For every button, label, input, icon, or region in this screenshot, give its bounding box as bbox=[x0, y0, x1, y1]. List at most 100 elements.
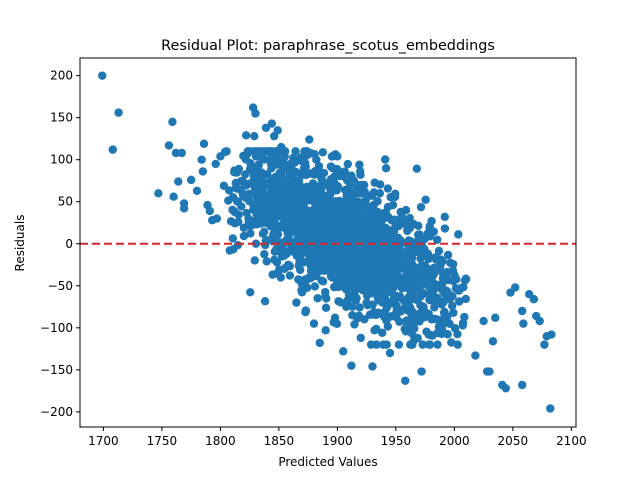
scatter-point bbox=[424, 330, 433, 339]
scatter-point bbox=[315, 338, 325, 348]
scatter-point bbox=[342, 298, 351, 307]
scatter-point bbox=[269, 229, 278, 238]
scatter-point bbox=[302, 182, 312, 192]
scatter-point bbox=[395, 317, 404, 326]
scatter-point bbox=[309, 209, 319, 218]
scatter-point bbox=[335, 207, 344, 217]
scatter-point bbox=[333, 235, 342, 244]
scatter-point bbox=[362, 273, 371, 283]
scatter-point bbox=[443, 250, 453, 260]
scatter-point bbox=[325, 177, 334, 187]
scatter-point bbox=[304, 273, 314, 282]
scatter-point bbox=[370, 326, 379, 335]
scatter-point bbox=[311, 193, 320, 202]
scatter-point bbox=[412, 164, 422, 173]
scatter-point bbox=[273, 126, 282, 135]
scatter-point bbox=[297, 279, 306, 288]
scatter-point bbox=[295, 216, 305, 226]
scatter-point bbox=[246, 161, 256, 170]
scatter-point bbox=[298, 233, 308, 242]
scatter-point bbox=[402, 220, 411, 230]
scatter-point bbox=[114, 108, 123, 117]
scatter-point bbox=[286, 159, 295, 169]
scatter-point bbox=[416, 202, 426, 212]
scatter-point bbox=[284, 260, 293, 269]
scatter-point bbox=[402, 320, 412, 330]
scatter-point bbox=[432, 235, 442, 244]
scatter-point bbox=[258, 229, 268, 238]
scatter-point bbox=[394, 340, 404, 349]
scatter-point bbox=[302, 240, 311, 250]
scatter-point bbox=[355, 167, 365, 176]
scatter-point bbox=[355, 303, 364, 312]
scatter-point bbox=[397, 251, 406, 260]
chart-title: Residual Plot: paraphrase_scotus_embeddi… bbox=[161, 38, 495, 54]
scatter-point bbox=[246, 179, 255, 188]
scatter-point bbox=[250, 256, 259, 265]
scatter-point bbox=[297, 200, 306, 210]
scatter-point bbox=[389, 311, 399, 320]
scatter-point bbox=[197, 155, 206, 164]
scatter-point bbox=[379, 245, 388, 255]
scatter-point bbox=[333, 214, 343, 223]
scatter-point bbox=[305, 135, 314, 144]
scatter-point bbox=[424, 254, 433, 264]
x-tick-label: 1800 bbox=[205, 434, 236, 448]
scatter-point bbox=[328, 163, 337, 173]
scatter-point bbox=[381, 163, 391, 173]
scatter-point bbox=[278, 247, 287, 256]
scatter-point bbox=[321, 226, 330, 235]
scatter-point bbox=[349, 232, 359, 241]
scatter-point bbox=[453, 329, 462, 339]
scatter-point bbox=[337, 168, 346, 177]
scatter-point bbox=[339, 347, 348, 356]
scatter-point bbox=[432, 315, 441, 324]
scatter-point bbox=[168, 117, 177, 127]
scatter-point bbox=[377, 216, 386, 226]
scatter-point bbox=[424, 340, 434, 349]
scatter-point bbox=[485, 367, 494, 376]
scatter-point bbox=[355, 223, 365, 233]
scatter-point bbox=[356, 281, 365, 290]
scatter-point bbox=[254, 218, 263, 227]
scatter-point bbox=[312, 155, 321, 164]
scatter-point bbox=[285, 171, 294, 181]
scatter-point bbox=[388, 298, 398, 307]
scatter-point bbox=[251, 239, 261, 248]
scatter-point bbox=[417, 367, 426, 376]
scatter-point bbox=[368, 256, 377, 265]
scatter-point bbox=[369, 234, 379, 243]
x-tick-label: 1700 bbox=[88, 434, 119, 448]
scatter-point bbox=[488, 337, 498, 346]
x-tick-label: 2100 bbox=[556, 434, 587, 448]
scatter-point bbox=[291, 147, 300, 156]
scatter-point bbox=[391, 222, 400, 231]
scatter-point bbox=[280, 219, 290, 228]
scatter-point bbox=[234, 217, 243, 227]
scatter-point bbox=[351, 296, 361, 305]
scatter-point bbox=[277, 169, 286, 178]
scatter-point bbox=[295, 223, 305, 233]
scatter-point bbox=[546, 404, 555, 413]
scatter-point bbox=[379, 285, 389, 295]
scatter-point bbox=[341, 266, 351, 275]
scatter-point bbox=[403, 273, 412, 283]
scatter-point bbox=[98, 71, 107, 80]
scatter-point bbox=[268, 270, 277, 279]
scatter-point bbox=[409, 285, 419, 295]
scatter-point bbox=[343, 202, 352, 211]
scatter-point bbox=[540, 340, 549, 349]
scatter-point bbox=[403, 284, 412, 293]
x-tick-label: 2050 bbox=[498, 434, 529, 448]
scatter-point bbox=[413, 230, 423, 239]
scatter-point bbox=[246, 221, 255, 231]
scatter-point bbox=[353, 208, 362, 218]
scatter-point bbox=[318, 148, 328, 157]
scatter-point bbox=[261, 218, 271, 228]
scatter-point bbox=[437, 280, 447, 290]
scatter-point bbox=[367, 264, 376, 273]
scatter-point bbox=[329, 270, 338, 280]
scatter-point bbox=[393, 234, 402, 244]
scatter-point bbox=[421, 195, 430, 204]
scatter-point bbox=[305, 218, 314, 228]
